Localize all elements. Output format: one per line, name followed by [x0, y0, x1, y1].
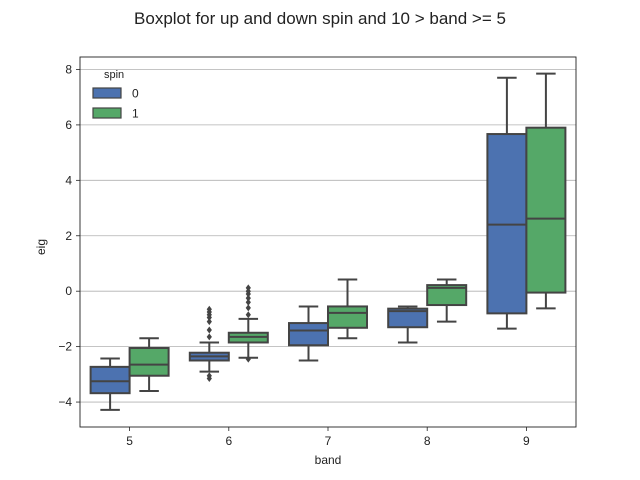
box-iqr	[387, 307, 429, 329]
legend-swatch-1	[92, 107, 122, 119]
outlier-point	[206, 305, 212, 313]
box-iqr	[327, 305, 368, 329]
outlier-point	[245, 355, 251, 363]
outlier-point	[245, 304, 251, 312]
box-0-band-5	[89, 357, 131, 411]
grid-lines	[80, 69, 576, 403]
x-tick-label: 6	[225, 434, 232, 448]
y-tick-label: 4	[65, 173, 72, 187]
box-layer	[89, 72, 567, 411]
outlier-point	[206, 318, 212, 326]
box-iqr	[288, 322, 329, 347]
legend-title: spin	[104, 69, 124, 81]
y-tick-label: 6	[65, 118, 72, 132]
outlier-point	[245, 294, 251, 302]
outlier-point	[245, 284, 251, 292]
y-axis-label: eig	[34, 239, 48, 255]
box-0-band-8	[387, 305, 429, 344]
box-1-band-7	[327, 278, 368, 340]
box-1-band-8	[426, 278, 468, 323]
x-tick-label: 5	[126, 434, 133, 448]
box-iqr	[525, 126, 567, 294]
axes: −4 −2 0 2 4 6 8 5 6 7 8 9	[58, 56, 577, 448]
plot-frame	[79, 56, 577, 428]
box-0-band-7	[288, 305, 329, 362]
legend-swatch-0	[92, 87, 122, 99]
box-1-band-5	[128, 337, 170, 392]
box-iqr	[426, 284, 468, 307]
outlier-point	[245, 311, 251, 319]
y-tick-label: −2	[58, 340, 72, 354]
box-iqr	[89, 365, 131, 395]
box-1-band-9	[525, 72, 567, 310]
x-axis-label: band	[315, 453, 342, 467]
outlier-point	[206, 326, 212, 334]
legend-label-0: 0	[132, 87, 139, 101]
box-0-band-6	[188, 305, 230, 382]
box-iqr	[128, 347, 170, 377]
outlier-point	[206, 333, 212, 341]
box-0-band-9	[486, 76, 528, 330]
outlier-point	[206, 374, 212, 382]
outlier-point	[245, 298, 251, 306]
legend: spin 0 1	[92, 69, 139, 121]
x-tick-label: 7	[325, 434, 332, 448]
y-tick-label: 2	[65, 229, 72, 243]
y-tick-label: 8	[65, 62, 72, 76]
x-tick-label: 9	[523, 434, 530, 448]
legend-label-1: 1	[132, 107, 139, 121]
x-tick-label: 8	[424, 434, 431, 448]
y-tick-label: 0	[65, 284, 72, 298]
chart-title: Boxplot for up and down spin and 10 > ba…	[134, 9, 506, 28]
y-tick-label: −4	[58, 395, 72, 409]
box-1-band-6	[227, 284, 269, 363]
